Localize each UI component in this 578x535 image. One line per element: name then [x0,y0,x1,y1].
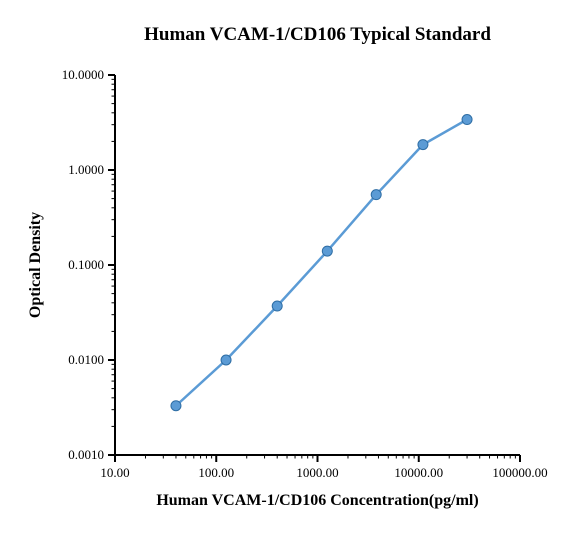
y-tick-label: 0.0100 [68,352,104,367]
data-point [171,401,181,411]
data-point [272,301,282,311]
x-tick-label: 100000.00 [492,465,547,480]
y-tick-label: 10.0000 [62,67,104,82]
y-axis-label: Optical Density [27,212,44,318]
standard-curve-chart: Human VCAM-1/CD106 Typical Standard 10.0… [0,0,578,535]
x-tick-label: 10000.00 [394,465,443,480]
x-axis-label: Human VCAM-1/CD106 Concentration(pg/ml) [156,492,478,509]
y-axis: 0.0010 0.0100 0.1000 1.0000 10.0000 [62,67,115,462]
x-tick-label: 100.00 [198,465,234,480]
x-axis: 10.00 100.00 1000.00 10000.00 100000.00 [100,455,547,480]
data-point [418,140,428,150]
data-point [221,355,231,365]
x-tick-label: 10.00 [100,465,129,480]
data-point [371,190,381,200]
y-tick-label: 0.1000 [68,257,104,272]
y-tick-label: 0.0010 [68,447,104,462]
plot-background [115,75,520,455]
x-tick-label: 1000.00 [296,465,338,480]
data-point [462,115,472,125]
y-tick-label: 1.0000 [68,162,104,177]
data-point [322,246,332,256]
chart-title: Human VCAM-1/CD106 Typical Standard [144,24,491,45]
chart-container: Human VCAM-1/CD106 Typical Standard 10.0… [0,0,578,535]
